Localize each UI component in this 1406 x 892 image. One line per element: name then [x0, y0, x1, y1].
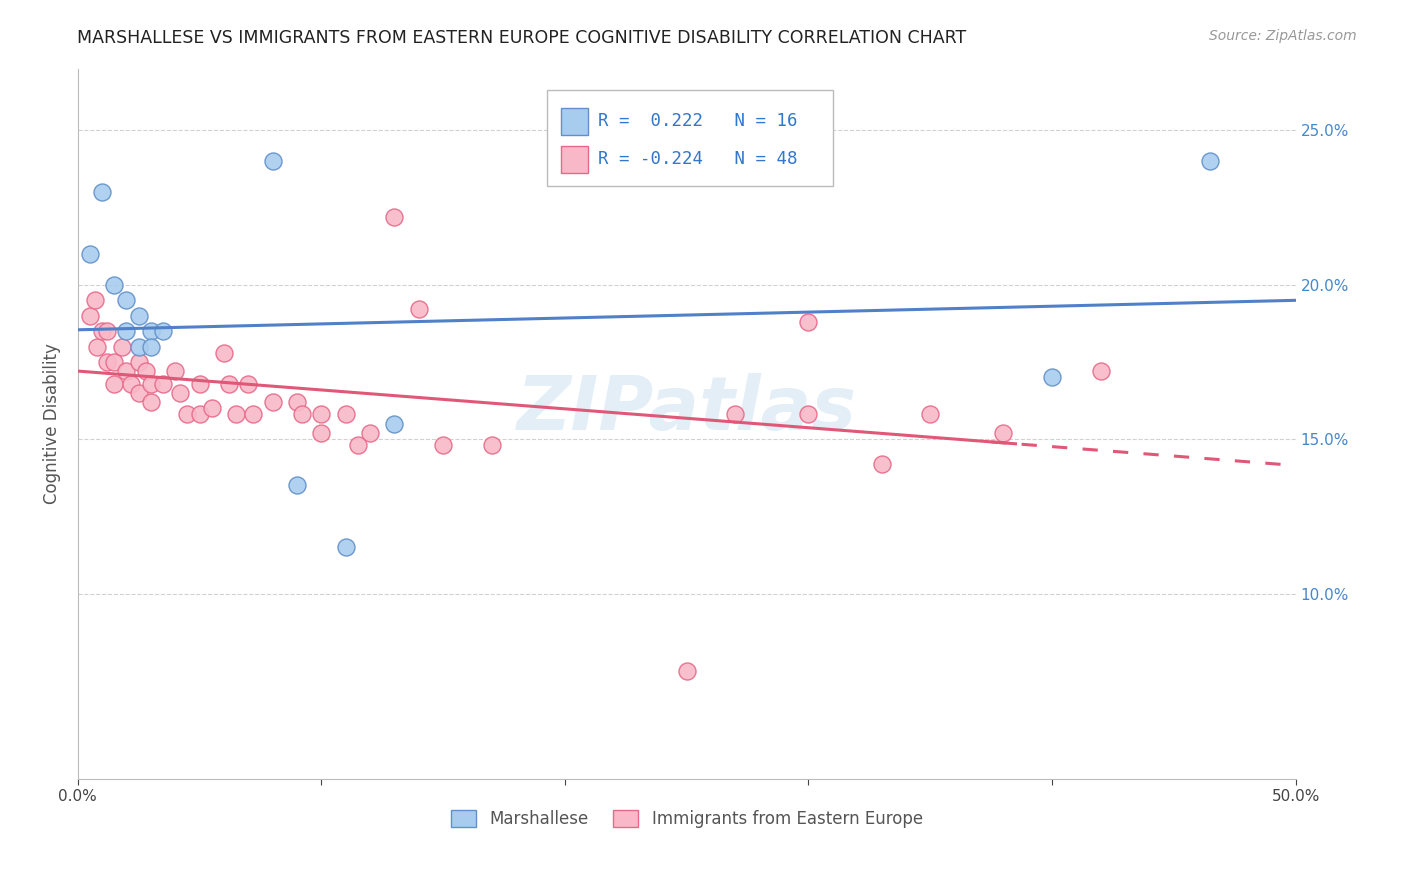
Y-axis label: Cognitive Disability: Cognitive Disability	[44, 343, 60, 504]
Point	[1090, 364, 1112, 378]
Legend: Marshallese, Immigrants from Eastern Europe: Marshallese, Immigrants from Eastern Eur…	[444, 803, 929, 835]
Point	[384, 210, 406, 224]
Point	[115, 324, 138, 338]
Point	[96, 324, 118, 338]
Point	[384, 417, 406, 431]
Point	[152, 376, 174, 391]
Point	[135, 364, 157, 378]
Point	[128, 309, 150, 323]
Point	[675, 664, 697, 678]
Point	[103, 376, 125, 391]
Point	[139, 339, 162, 353]
Point	[120, 376, 142, 391]
Point	[993, 425, 1015, 440]
Point	[91, 324, 114, 338]
Point	[103, 277, 125, 292]
Point	[1040, 370, 1063, 384]
Point	[91, 185, 114, 199]
Point	[188, 408, 211, 422]
Point	[347, 438, 370, 452]
Point	[291, 408, 314, 422]
Point	[115, 364, 138, 378]
Point	[481, 438, 503, 452]
Point	[335, 541, 357, 555]
Point	[169, 385, 191, 400]
Point	[128, 355, 150, 369]
Point	[432, 438, 454, 452]
Point	[96, 355, 118, 369]
Point	[797, 408, 820, 422]
Bar	[561, 146, 588, 173]
Point	[111, 339, 134, 353]
Bar	[561, 108, 588, 135]
Point	[86, 339, 108, 353]
Point	[262, 154, 284, 169]
Text: R = -0.224   N = 48: R = -0.224 N = 48	[598, 151, 797, 169]
Point	[128, 339, 150, 353]
Point	[115, 293, 138, 308]
Point	[139, 324, 162, 338]
Point	[359, 425, 381, 440]
Point	[335, 408, 357, 422]
Point	[285, 478, 308, 492]
Point	[218, 376, 240, 391]
Point	[139, 395, 162, 409]
Point	[152, 324, 174, 338]
Point	[79, 247, 101, 261]
Point	[920, 408, 942, 422]
Point	[128, 385, 150, 400]
Point	[311, 425, 333, 440]
Point	[176, 408, 198, 422]
Text: MARSHALLESE VS IMMIGRANTS FROM EASTERN EUROPE COGNITIVE DISABILITY CORRELATION C: MARSHALLESE VS IMMIGRANTS FROM EASTERN E…	[77, 29, 966, 46]
Point	[103, 355, 125, 369]
Point	[212, 345, 235, 359]
Point	[724, 408, 747, 422]
Point	[1199, 154, 1222, 169]
Text: R =  0.222   N = 16: R = 0.222 N = 16	[598, 112, 797, 130]
FancyBboxPatch shape	[547, 90, 832, 186]
Point	[139, 376, 162, 391]
Point	[285, 395, 308, 409]
Point	[408, 302, 430, 317]
Point	[165, 364, 187, 378]
Point	[311, 408, 333, 422]
Point	[238, 376, 260, 391]
Point	[870, 457, 893, 471]
Point	[188, 376, 211, 391]
Point	[262, 395, 284, 409]
Point	[797, 315, 820, 329]
Point	[201, 401, 224, 416]
Text: ZIPatlas: ZIPatlas	[516, 373, 856, 446]
Point	[79, 309, 101, 323]
Point	[242, 408, 264, 422]
Point	[225, 408, 247, 422]
Point	[83, 293, 105, 308]
Text: Source: ZipAtlas.com: Source: ZipAtlas.com	[1209, 29, 1357, 43]
